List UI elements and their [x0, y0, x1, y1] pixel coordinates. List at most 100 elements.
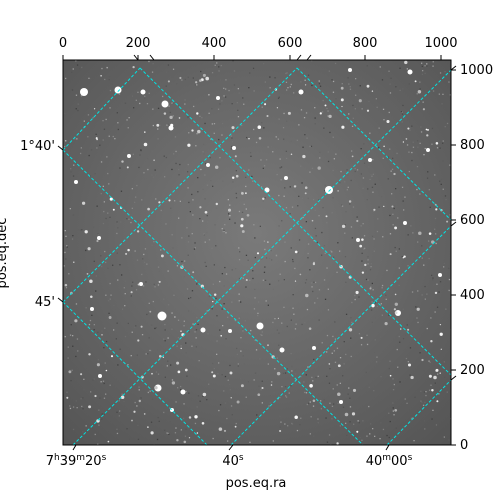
- star: [311, 219, 314, 222]
- star: [232, 146, 236, 150]
- star: [188, 437, 191, 439]
- star: [337, 392, 341, 397]
- star: [208, 112, 210, 114]
- star: [324, 104, 327, 107]
- star: [200, 168, 202, 171]
- star: [137, 339, 140, 342]
- right-tick-label: 600: [460, 213, 485, 228]
- star: [94, 394, 97, 398]
- right-axis-labels: 0 200 400 600 800 1000: [460, 63, 493, 453]
- star: [160, 254, 164, 258]
- grid-line: [63, 67, 298, 303]
- top-tick-label: 600: [278, 36, 303, 51]
- ra-tick-label: 7h39m20s: [46, 453, 107, 469]
- star: [84, 230, 88, 234]
- right-tick-label: 0: [460, 438, 468, 453]
- star: [294, 415, 298, 420]
- coordinate-grid: [63, 67, 451, 445]
- star: [256, 252, 260, 255]
- star: [248, 137, 250, 140]
- star: [205, 76, 209, 81]
- star: [356, 430, 359, 433]
- star: [394, 408, 398, 412]
- star: [358, 99, 362, 103]
- star: [337, 190, 339, 192]
- tick-mark: [450, 375, 457, 381]
- star: [386, 119, 390, 124]
- star: [215, 202, 218, 206]
- star: [130, 291, 133, 294]
- star: [418, 231, 422, 236]
- star: [416, 307, 420, 311]
- star: [199, 206, 202, 209]
- right-tick-label: 400: [460, 288, 485, 303]
- star: [147, 426, 149, 428]
- star: [407, 363, 412, 367]
- tick-marks: [57, 54, 457, 451]
- star: [423, 154, 425, 156]
- star: [151, 372, 153, 375]
- star: [105, 369, 108, 372]
- star: [417, 89, 422, 94]
- star: [426, 134, 429, 137]
- grid-line: [296, 67, 451, 221]
- top-tick-label: 0: [59, 36, 67, 51]
- star: [144, 131, 146, 133]
- star: [133, 410, 136, 413]
- star: [270, 384, 273, 386]
- star: [436, 400, 439, 403]
- star: [138, 399, 141, 403]
- star: [174, 316, 176, 318]
- star: [73, 261, 75, 263]
- star: [435, 208, 438, 211]
- star: [228, 329, 232, 333]
- star: [348, 68, 352, 72]
- tick-mark: [133, 54, 139, 61]
- star: [304, 186, 308, 189]
- star: [96, 239, 99, 243]
- star: [140, 325, 143, 328]
- star: [240, 224, 244, 228]
- star: [87, 247, 91, 251]
- star: [356, 238, 360, 242]
- tick-mark: [306, 54, 312, 61]
- star: [183, 440, 187, 444]
- star: [371, 303, 375, 308]
- star: [132, 65, 135, 69]
- grid-line: [139, 67, 451, 376]
- star: [428, 374, 432, 378]
- star: [206, 163, 210, 167]
- star: [351, 155, 354, 158]
- tick-mark: [296, 54, 302, 61]
- star: [361, 238, 364, 241]
- star: [149, 310, 152, 313]
- star: [157, 311, 167, 321]
- star: [229, 215, 231, 217]
- star: [399, 328, 402, 330]
- star: [150, 431, 154, 435]
- star: [435, 368, 439, 372]
- star-field: [64, 60, 449, 445]
- star: [202, 73, 206, 77]
- star: [191, 129, 194, 132]
- star: [167, 80, 170, 83]
- star: [298, 89, 304, 95]
- grid-line: [63, 301, 208, 445]
- star: [204, 210, 208, 214]
- star: [294, 250, 298, 254]
- star: [245, 278, 248, 282]
- dec-tick-label: 1°40': [20, 139, 55, 154]
- star: [131, 419, 133, 422]
- star: [351, 412, 356, 416]
- star: [407, 328, 410, 331]
- star: [110, 355, 114, 358]
- star: [220, 335, 222, 337]
- star: [90, 295, 93, 298]
- right-tick-label: 1000: [460, 63, 493, 78]
- star: [96, 138, 99, 141]
- tick-mark: [72, 444, 77, 451]
- star: [256, 322, 264, 330]
- star: [93, 108, 96, 110]
- star: [100, 74, 102, 77]
